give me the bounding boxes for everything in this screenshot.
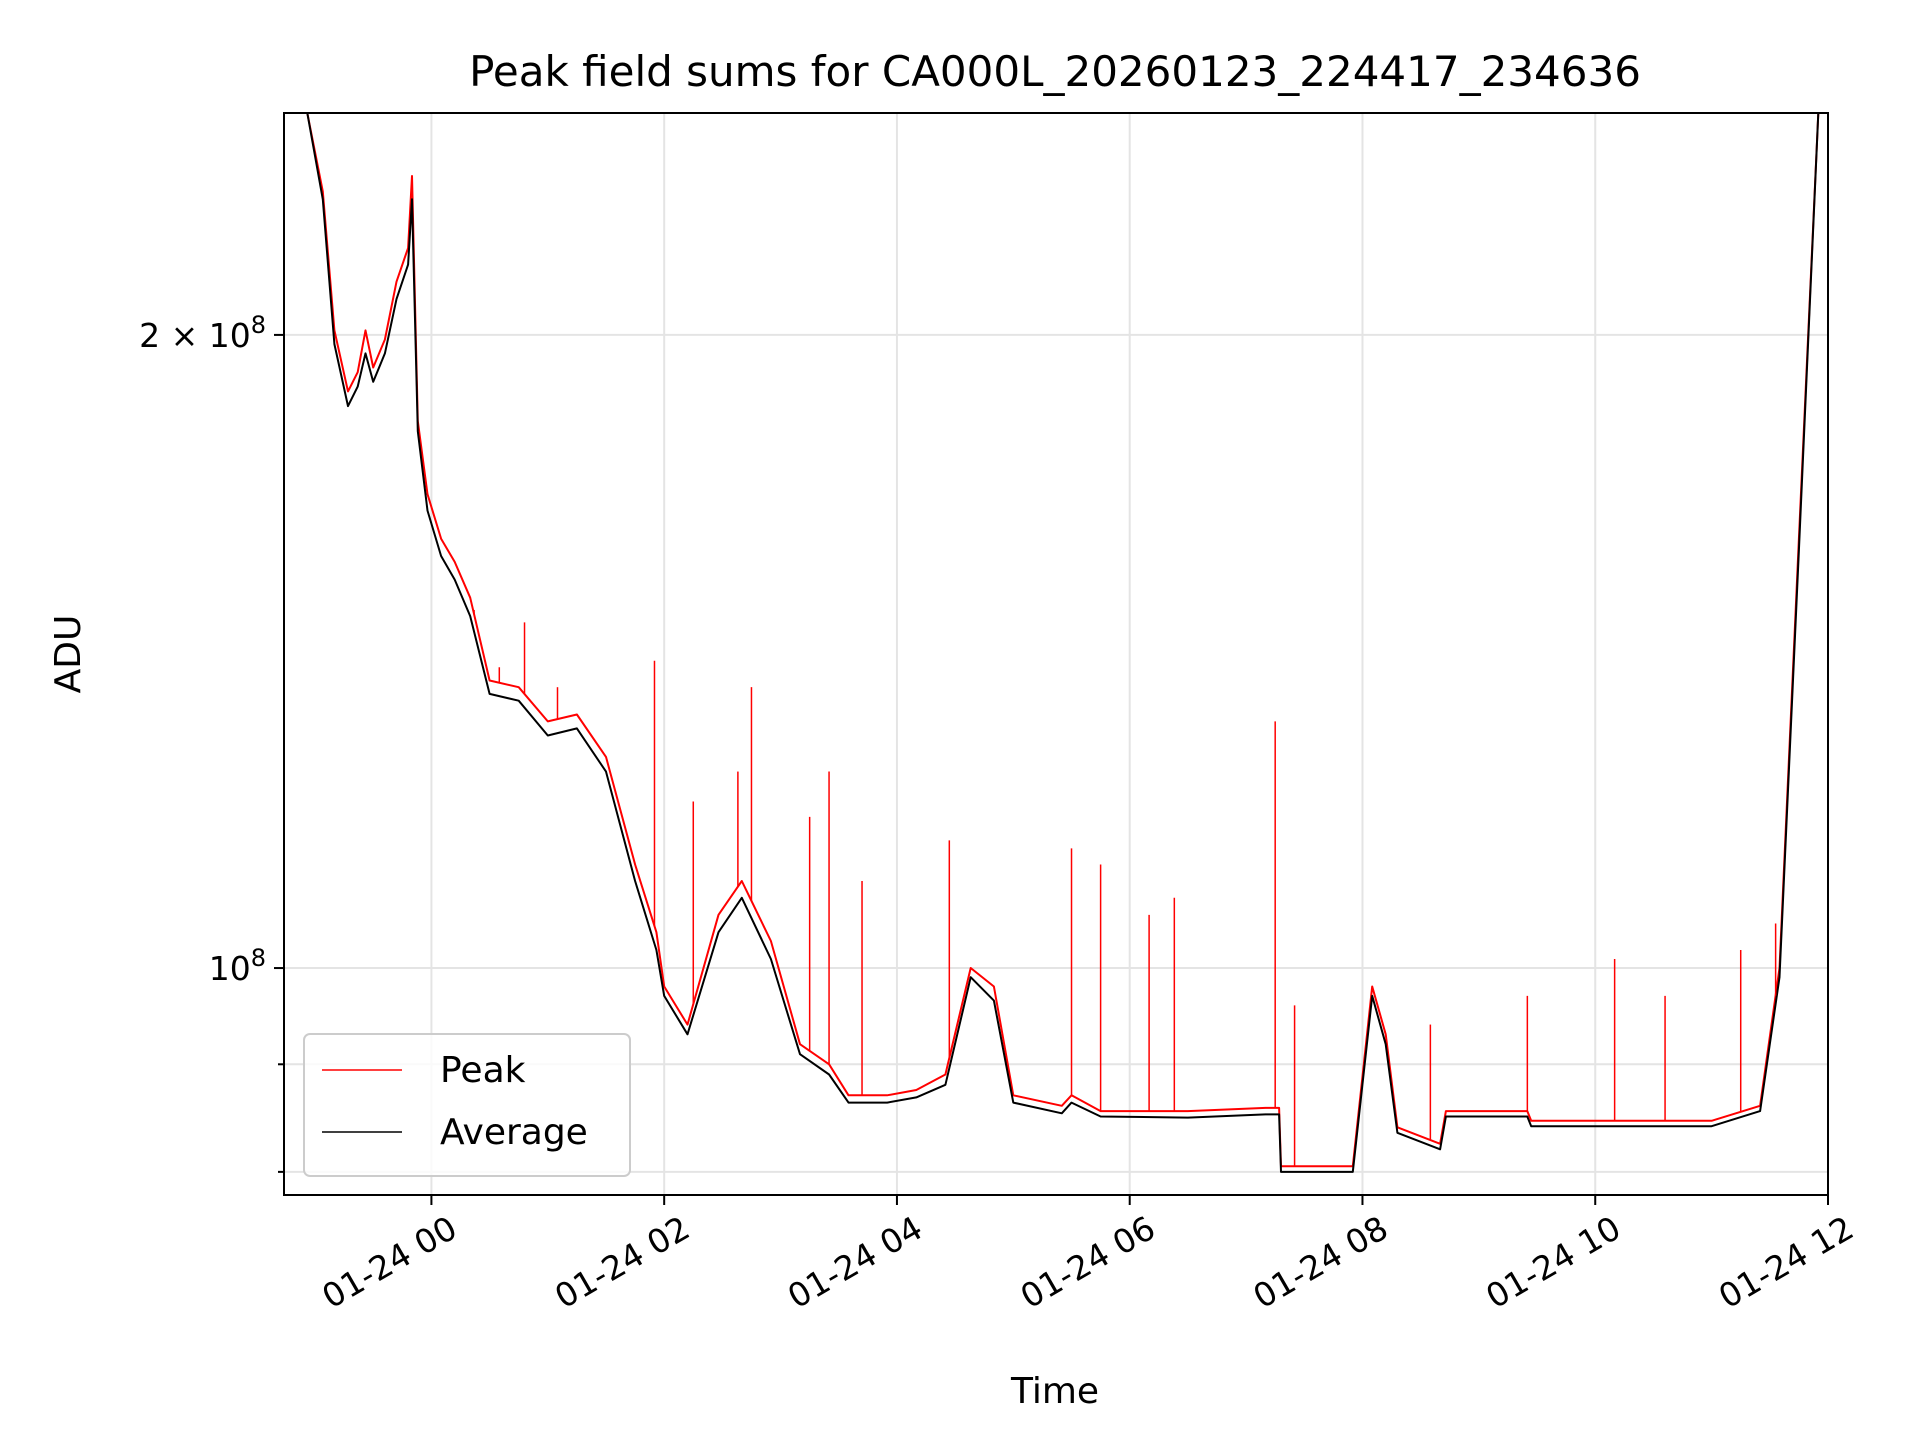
y-tick-label: 108 [209, 944, 266, 988]
x-axis-label: Time [1010, 1371, 1099, 1412]
series-line-average [284, 113, 1820, 1173]
series-layer [284, 113, 1820, 1173]
plot-frame [283, 112, 1829, 1196]
legend: Peak Average [303, 1033, 631, 1177]
x-tick-label: 01-24 12 [1712, 1208, 1860, 1316]
y-axis-label: ADU [48, 615, 89, 694]
y-tick-label: 2 × 108 [139, 311, 266, 355]
x-tick-label: 01-24 08 [1246, 1208, 1394, 1316]
series-line-peak [284, 113, 1820, 1168]
legend-label-average: Average [440, 1112, 588, 1153]
x-tick-label: 01-24 04 [781, 1208, 929, 1316]
x-tick-label: 01-24 00 [315, 1208, 463, 1316]
x-tick-label: 01-24 10 [1479, 1208, 1627, 1316]
plot-area [284, 113, 1820, 1173]
grid [284, 113, 1829, 1195]
x-tick-label: 01-24 02 [548, 1208, 696, 1316]
x-tick-label: 01-24 06 [1014, 1208, 1162, 1316]
chart-title: Peak field sums for CA000L_20260123_2244… [469, 47, 1641, 96]
legend-label-peak: Peak [440, 1050, 526, 1091]
